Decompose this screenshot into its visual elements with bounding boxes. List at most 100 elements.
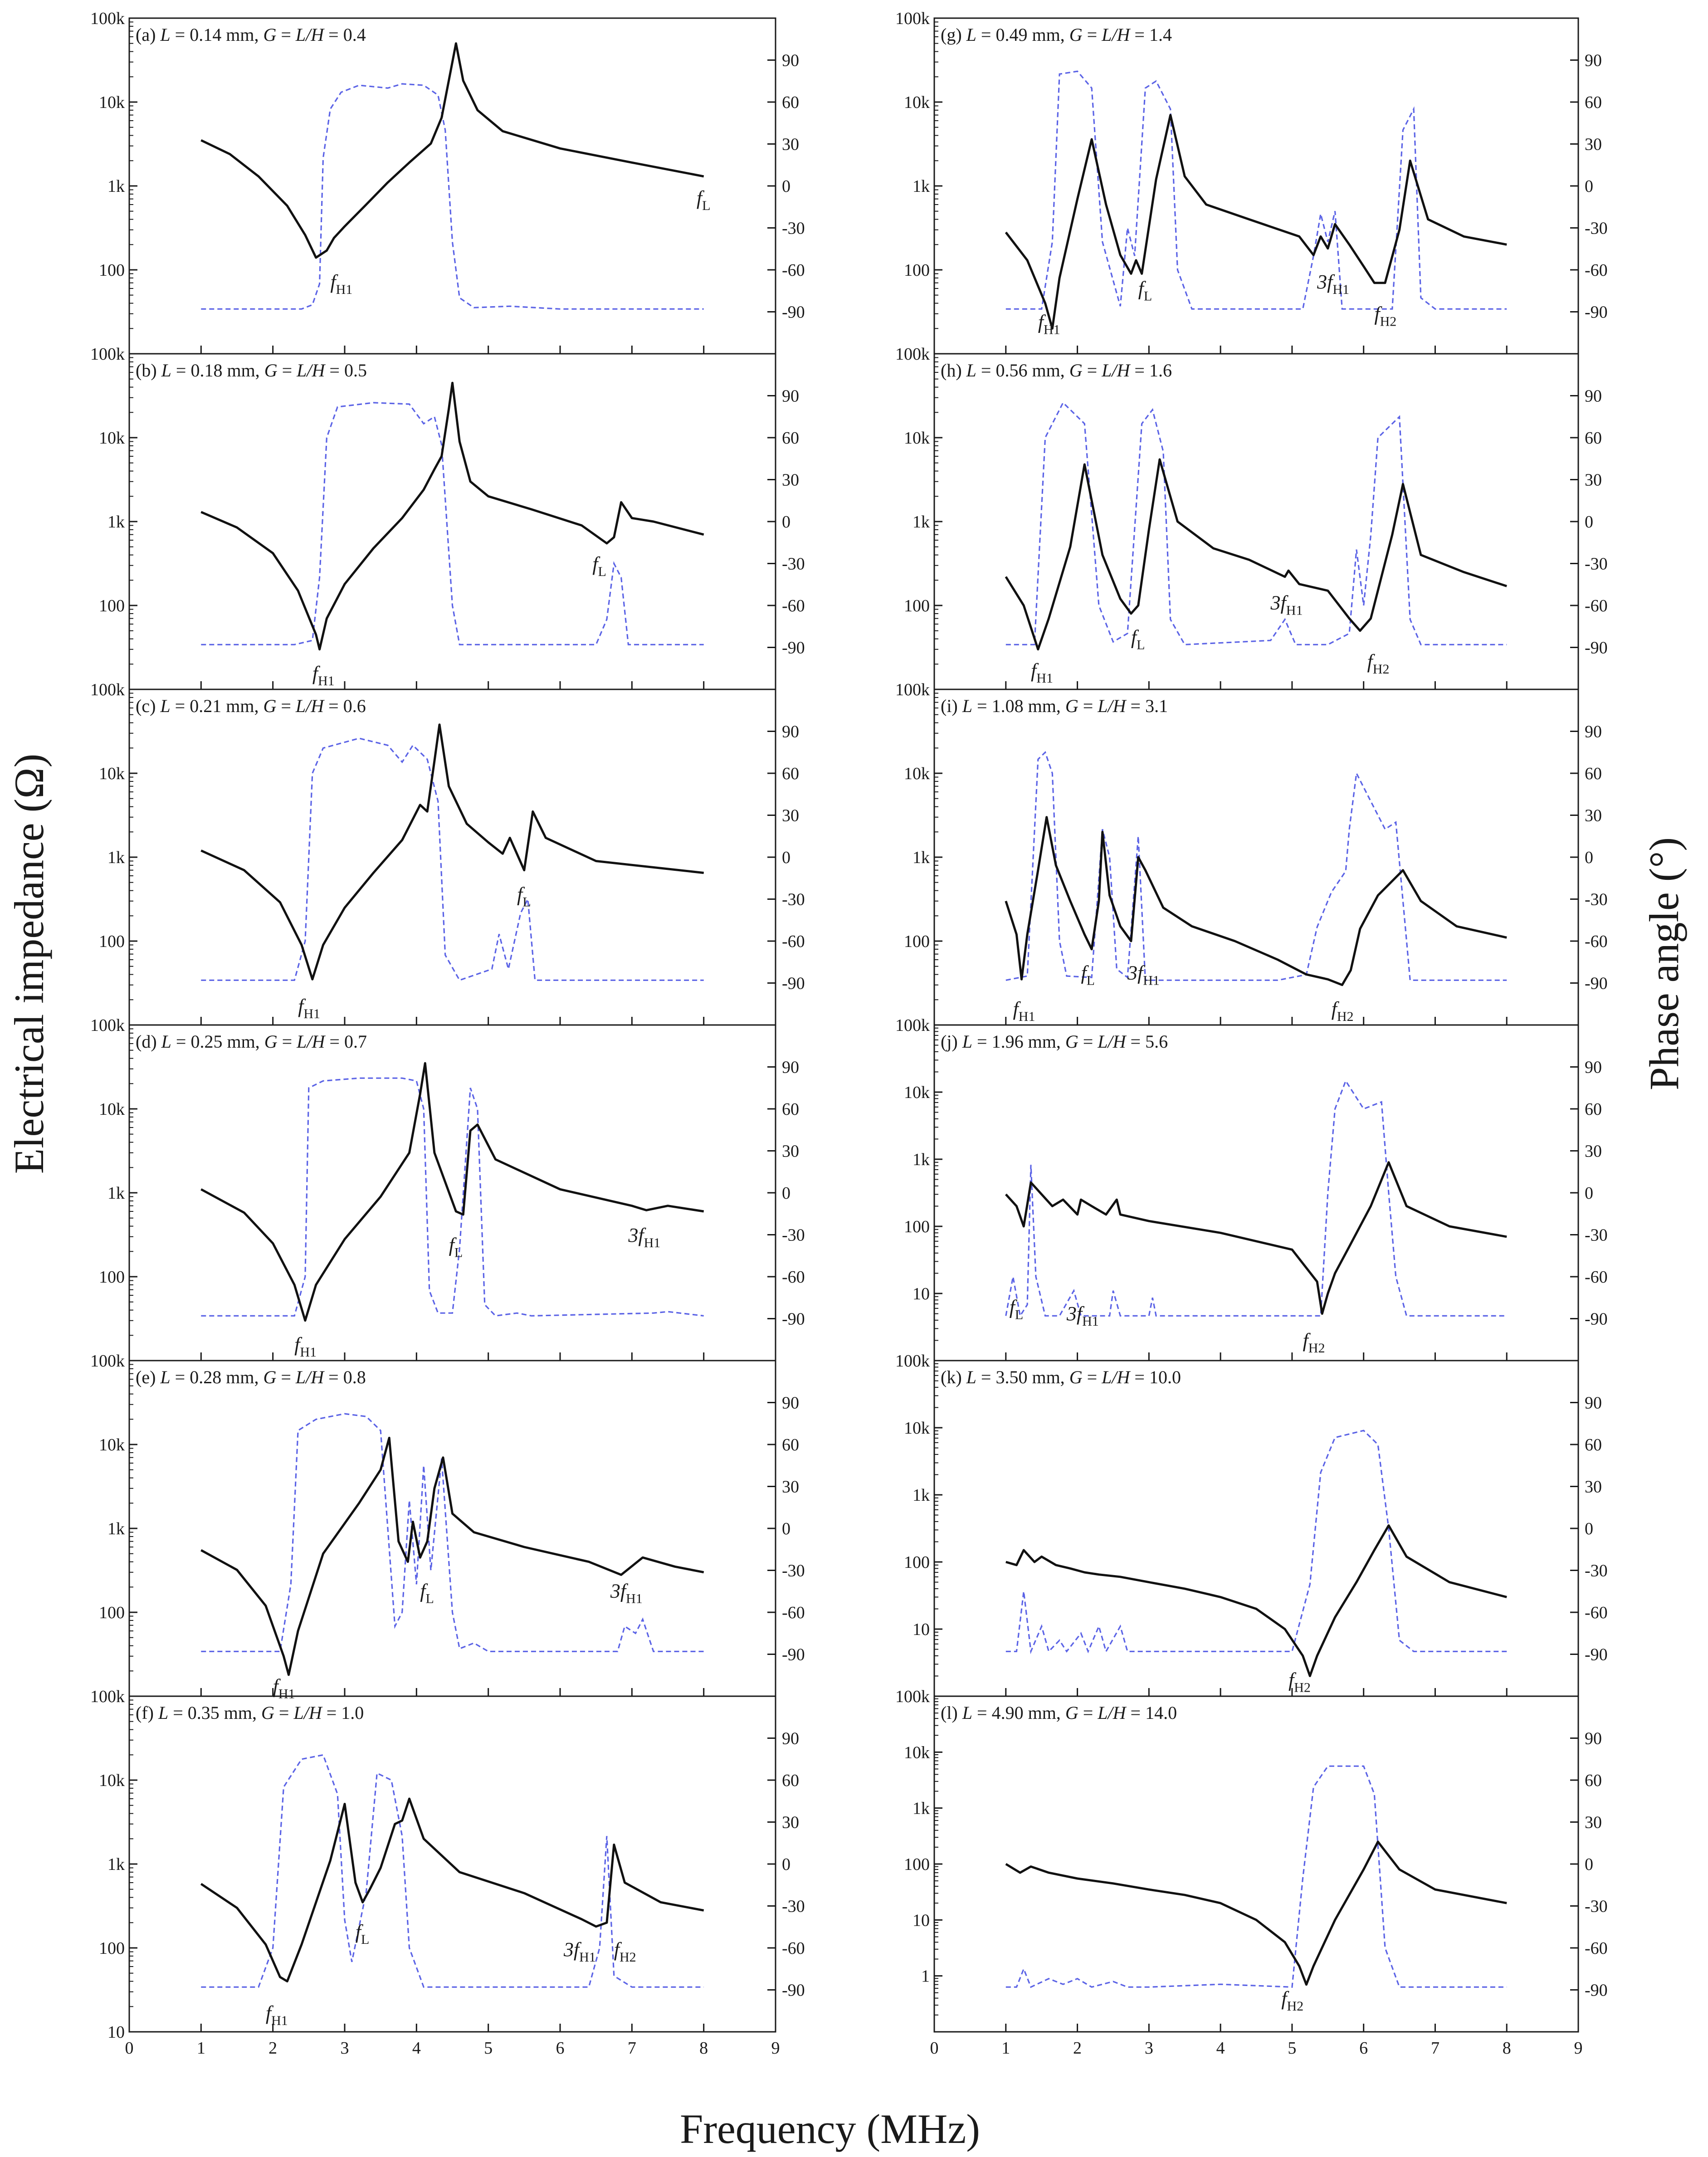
resonance-label: fH2 [1367,650,1390,677]
panel-frame [128,1360,776,1697]
phase-tick-label: -30 [782,219,805,238]
phase-tick-label: -90 [782,1310,805,1329]
phase-series-line [1005,1079,1507,1318]
y-tick-label: 1k [107,512,125,532]
y-tick-label: 100 [99,1268,125,1287]
phase-tick-label: 60 [782,1771,799,1790]
x-tick-label: 9 [771,2039,780,2058]
panel-h: 100k 10k 1k 100 90 60 30 0 -30 -60 -90 (h) L = 0.56… [895,345,1608,690]
y-tick-label: 100 [99,261,125,280]
impedance-series-line [1005,1524,1507,1677]
y-tick-label: 1k [913,1150,930,1169]
phase-series-line [1005,70,1507,310]
panel-title: (i) L = 1.08 mm, G = L/H = 3.1 [941,696,1168,716]
phase-tick-label: 60 [1585,764,1602,783]
x-tick-label: 5 [1288,2039,1296,2058]
phase-tick-label: 90 [1585,722,1602,742]
impedance-series-line [200,42,704,259]
y-tick-label: 10 [107,2023,125,2042]
y-tick-label: 10 [913,1620,930,1639]
y-tick-label: 100k [895,345,930,364]
resonance-label: fL [517,883,531,910]
phase-series-line [201,402,704,645]
phase-tick-label: 30 [782,1478,799,1497]
phase-tick-label: -60 [1585,261,1608,280]
panel-title: (j) L = 1.96 mm, G = L/H = 5.6 [941,1031,1168,1052]
resonance-label: fH1 [294,1333,317,1360]
phase-tick-label: 90 [782,387,799,406]
phase-tick-label: 30 [782,1142,799,1161]
resonance-label: fH1 [312,662,335,688]
phase-tick-label: -90 [782,303,805,322]
y-tick-label: 1k [107,1855,125,1874]
resonance-label: fH2 [1281,1987,1303,2014]
phase-tick-label: 0 [782,1855,791,1874]
resonance-label: 3fH1 [1066,1303,1099,1329]
panel-l: 100k 10k 1k 100 10 1 90 60 30 0 -30 -60 -90 0 1 2 3 4 5 6 7 8… [895,1687,1608,2058]
x-tick-label: 6 [1359,2039,1368,2058]
x-tick-label: 1 [1001,2039,1010,2058]
y-tick-label: 1k [107,848,125,867]
phase-tick-label: 60 [1585,93,1602,112]
y-tick-label: 1 [921,1967,930,1986]
phase-tick-label: -90 [1585,1645,1608,1664]
panel-title: (e) L = 0.28 mm, G = L/H = 0.8 [136,1367,366,1387]
phase-tick-label: 0 [1585,848,1593,867]
y-tick-label: 100 [904,1855,930,1874]
phase-tick-label: -30 [1585,1562,1608,1581]
phase-tick-label: 30 [1585,1813,1602,1832]
phase-tick-label: -90 [1585,1310,1608,1329]
y-tick-label: 10k [904,429,930,448]
phase-tick-label: 60 [782,764,799,783]
phase-tick-label: 30 [782,1813,799,1832]
resonance-label: fH2 [614,1938,636,1965]
impedance-series-line [1005,1161,1507,1315]
panel-title: (k) L = 3.50 mm, G = L/H = 10.0 [941,1367,1181,1387]
x-tick-label: 1 [197,2039,205,2058]
phase-tick-label: 60 [782,1100,799,1119]
phase-tick-label: 30 [1585,1478,1602,1497]
panel-frame [933,688,1579,1026]
panel-frame [933,1695,1579,2033]
y-tick-label: 100k [90,1687,125,1706]
impedance-series-line [200,723,704,981]
panel-title: (c) L = 0.21 mm, G = L/H = 0.6 [136,696,366,716]
phase-tick-label: -30 [1585,1226,1608,1245]
y-tick-label: 100 [99,1939,125,1958]
phase-tick-label: 90 [1585,1729,1602,1748]
impedance-series-line [1005,816,1507,986]
y-tick-label: 1k [913,1486,930,1505]
resonance-label: 3fH1 [1270,591,1303,618]
phase-tick-label: -30 [782,1897,805,1916]
y-tick-label: 100k [895,1687,930,1706]
phase-tick-label: 90 [1585,387,1602,406]
impedance-series-line [200,381,704,651]
phase-tick-label: 90 [782,51,799,70]
resonance-label: 3fH1 [610,1580,643,1606]
panel-title: (l) L = 4.90 mm, G = L/H = 14.0 [941,1703,1177,1723]
phase-tick-label: 30 [1585,1142,1602,1161]
x-axis-label: Frequency (MHz) [680,2106,980,2152]
phase-tick-label: 30 [1585,806,1602,825]
y-tick-label: 10k [99,1771,125,1790]
panel-title: (b) L = 0.18 mm, G = L/H = 0.5 [136,360,367,381]
impedance-series-line [1005,114,1507,330]
phase-tick-label: 0 [782,177,791,196]
phase-tick-label: -60 [782,1268,805,1287]
phase-tick-label: -30 [1585,1897,1608,1916]
resonance-label: 3fH1 [563,1938,596,1965]
panel-frame [128,17,776,355]
resonance-label: fH1 [266,2002,288,2028]
resonance-label: 3fH1 [1317,271,1349,297]
panel-g: 100k 10k 1k 100 90 60 30 0 -30 -60 -90 (g) L = 0.49… [895,9,1608,355]
phase-tick-label: 60 [1585,429,1602,448]
phase-series-line [1005,401,1507,645]
phase-series-line [1005,751,1507,981]
y-tick-label: 100k [895,9,930,28]
phase-tick-label: 0 [1585,1519,1593,1538]
panel-title: (f) L = 0.35 mm, G = L/H = 1.0 [136,1703,364,1723]
phase-tick-label: -90 [782,1645,805,1664]
panel-frame [933,353,1579,690]
